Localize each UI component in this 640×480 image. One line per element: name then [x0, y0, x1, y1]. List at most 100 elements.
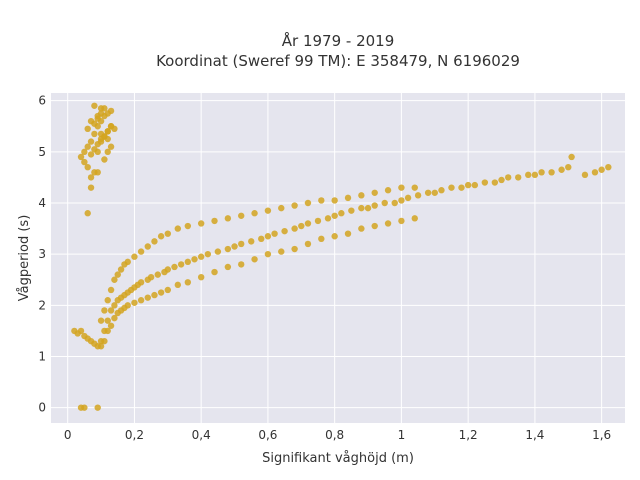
data-point	[107, 143, 115, 150]
data-point	[548, 169, 555, 176]
data-point	[498, 176, 505, 184]
data-point	[598, 166, 605, 173]
chart-title-line1: År 1979 - 2019	[282, 31, 395, 50]
data-point	[605, 163, 612, 171]
data-point	[344, 194, 352, 202]
data-point	[344, 230, 352, 237]
data-point	[491, 179, 499, 186]
x-tick-label: 0,2	[125, 428, 144, 442]
data-point	[404, 194, 412, 202]
x-axis-label: Signifikant våghöjd (m)	[262, 451, 414, 466]
data-point	[84, 143, 91, 150]
data-point	[107, 307, 115, 314]
data-point	[318, 235, 325, 243]
data-point	[338, 210, 345, 217]
data-point	[107, 286, 115, 294]
data-point	[104, 128, 111, 135]
data-point	[87, 174, 95, 181]
data-point	[381, 199, 388, 207]
data-point	[291, 245, 298, 253]
data-point	[304, 240, 312, 248]
x-axis-ticks: 0 0,2 0,4 0,6 0,8 1 1,2 1,4 1,6	[64, 428, 611, 442]
data-point	[281, 227, 288, 235]
data-point	[157, 233, 165, 240]
data-point	[151, 238, 158, 245]
data-point	[525, 171, 532, 179]
data-point	[298, 222, 305, 230]
data-point	[107, 322, 115, 329]
data-point	[91, 102, 98, 109]
data-point	[438, 187, 445, 194]
y-tick-label: 2	[38, 298, 46, 312]
data-point	[81, 158, 88, 166]
data-point	[81, 404, 88, 411]
data-point	[384, 220, 392, 227]
data-point	[111, 314, 118, 322]
data-point	[238, 261, 245, 268]
data-point	[104, 327, 111, 335]
data-point	[87, 184, 95, 191]
data-point	[131, 253, 138, 260]
y-tick-label: 1	[38, 349, 46, 363]
data-point	[104, 317, 111, 324]
data-point	[87, 138, 95, 145]
data-point	[174, 281, 182, 289]
data-point	[591, 169, 599, 176]
data-point	[318, 197, 325, 204]
plot-area	[51, 93, 625, 423]
data-point	[324, 215, 332, 222]
data-point	[364, 204, 372, 212]
x-tick-label: 0,6	[258, 428, 277, 442]
data-point	[147, 273, 155, 281]
data-points	[71, 102, 612, 411]
data-point	[94, 148, 101, 156]
data-point	[151, 291, 158, 299]
data-point	[271, 230, 278, 237]
data-point	[104, 148, 111, 156]
x-tick-label: 1,4	[525, 428, 544, 442]
data-point	[107, 123, 115, 130]
data-point	[204, 250, 212, 258]
data-point	[464, 181, 472, 189]
data-point	[398, 217, 405, 225]
data-point	[304, 199, 312, 207]
data-point	[137, 297, 145, 304]
data-point	[358, 204, 365, 212]
data-point	[264, 250, 272, 258]
data-point	[231, 243, 238, 250]
data-point	[515, 174, 522, 181]
data-point	[94, 404, 101, 411]
data-point	[154, 271, 161, 278]
data-point	[81, 148, 88, 156]
data-point	[481, 179, 489, 186]
data-point	[91, 169, 98, 176]
data-point	[164, 230, 172, 237]
data-point	[211, 268, 218, 276]
data-point	[424, 189, 432, 196]
x-tick-label: 1	[398, 428, 406, 442]
data-point	[331, 233, 338, 240]
y-tick-label: 4	[38, 196, 46, 210]
data-point	[331, 212, 338, 219]
data-point	[91, 130, 98, 138]
data-point	[291, 202, 298, 209]
data-point	[184, 258, 192, 266]
data-point	[97, 130, 105, 138]
data-point	[371, 189, 378, 196]
data-point	[101, 337, 108, 345]
data-point	[398, 184, 405, 191]
data-point	[171, 263, 178, 271]
data-point	[278, 248, 285, 255]
data-point	[411, 184, 418, 191]
data-point	[558, 166, 565, 173]
data-point	[471, 181, 479, 189]
data-point	[264, 233, 272, 240]
chart-title-line2: Koordinat (Sweref 99 TM): E 358479, N 61…	[156, 52, 520, 70]
data-point	[104, 135, 111, 143]
data-point	[291, 225, 298, 232]
data-point	[94, 112, 101, 120]
data-point	[224, 215, 232, 222]
data-point	[124, 258, 131, 266]
data-point	[197, 220, 205, 227]
